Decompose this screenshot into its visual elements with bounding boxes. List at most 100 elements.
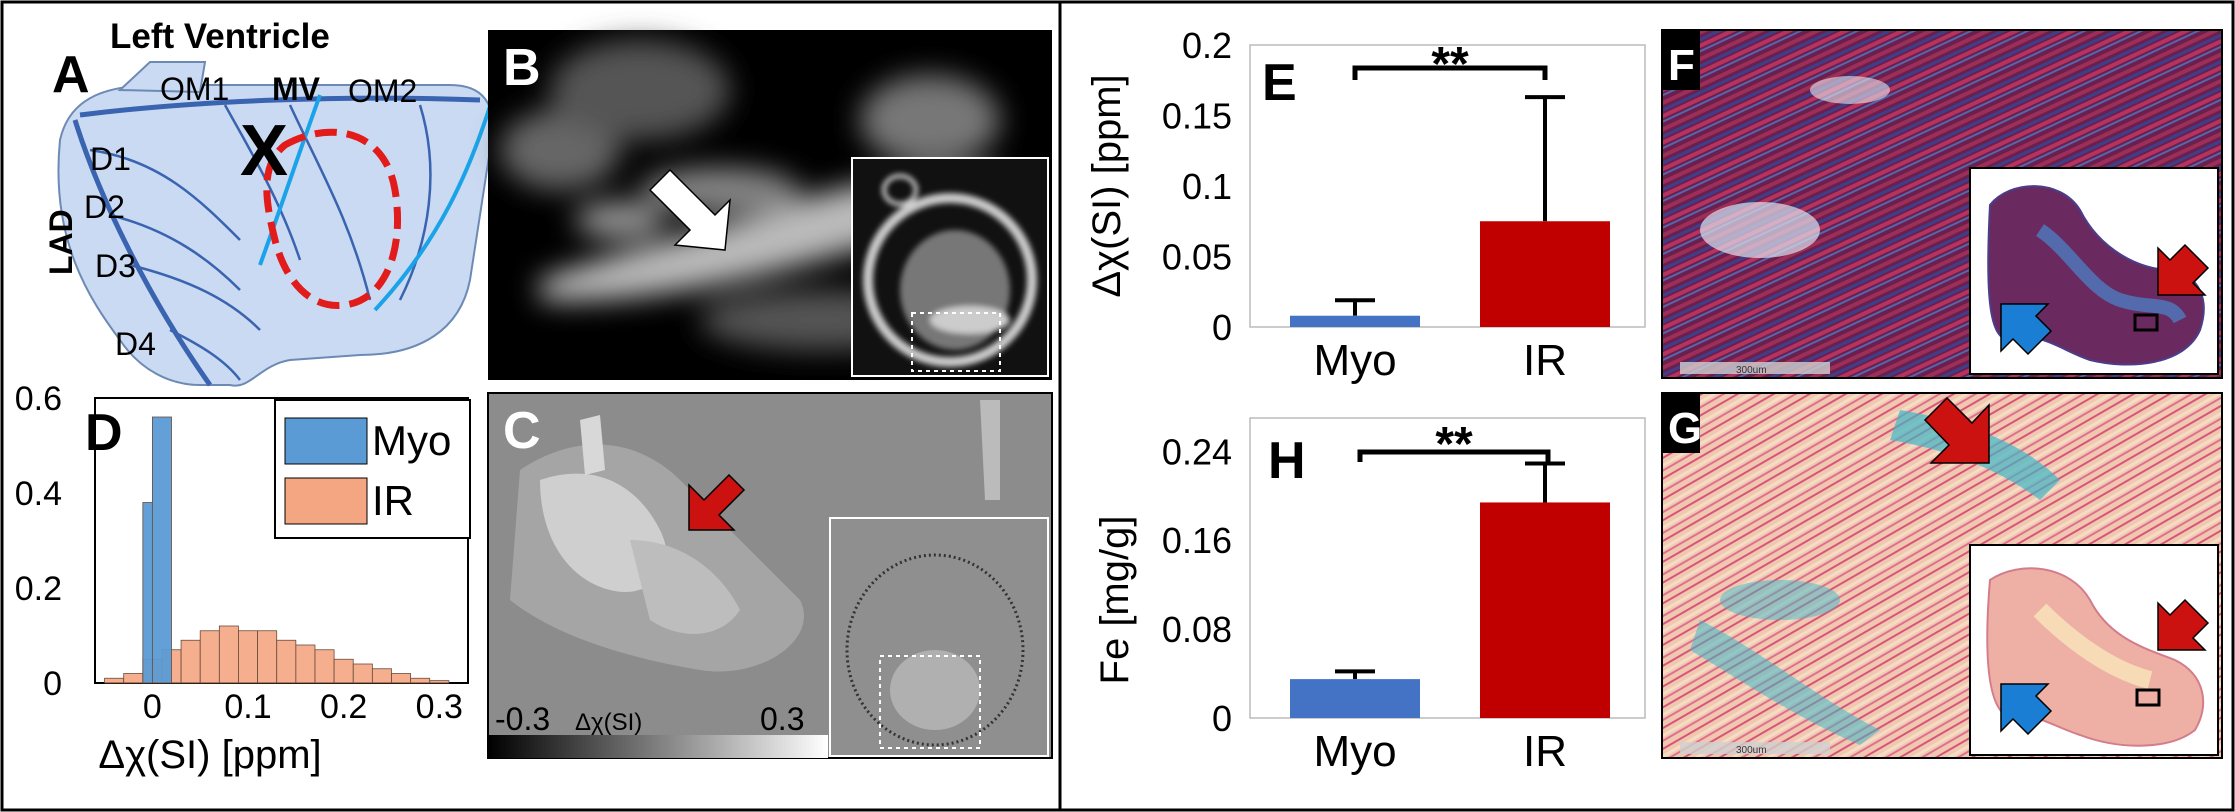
- red-arrow-f: [2157, 243, 2210, 296]
- panel-letter-g: G: [1668, 404, 1702, 453]
- chart-d-ytick: 0.4: [15, 475, 62, 513]
- colorbar: [488, 735, 828, 758]
- chart-h-significance-bracket: [1357, 449, 1551, 462]
- panel-f: F 300um: [1661, 29, 2223, 379]
- panel-g: G 300um: [1661, 392, 2223, 759]
- hist-bar-ir-0: [104, 677, 125, 684]
- chart-h-ytick: 0: [1212, 698, 1232, 739]
- chart-h: 0 0.08 0.16 0.24 Myo IR Fe [mg/g] ** H: [1093, 417, 1646, 776]
- chart-h-significance: **: [1435, 418, 1473, 471]
- hist-bar-ir-5: [199, 630, 220, 684]
- chart-e-ytick: 0.15: [1162, 96, 1232, 137]
- hist-bar-ir-11: [314, 649, 335, 684]
- branch-d1: [89, 148, 241, 241]
- label-x-occlusion: X: [240, 111, 288, 191]
- label-om1: OM1: [160, 71, 229, 107]
- chart-e-significance-bracket: [1352, 65, 1548, 80]
- hist-bar-ir-6: [218, 625, 239, 684]
- legend-label-ir: IR: [372, 477, 414, 524]
- panel-f-inset-roi: [2133, 313, 2159, 332]
- branch-b: [288, 104, 372, 301]
- hist-bar-ir-1: [123, 673, 144, 684]
- hist-bar-ir-9: [276, 639, 297, 684]
- panel-c-inset-roi: [879, 655, 981, 749]
- colorbar-label: Δχ(SI): [575, 709, 642, 736]
- chart-e-axes: [1249, 44, 1646, 328]
- category-label-ir: IR: [1523, 336, 1567, 385]
- chart-d-xtick: 0.2: [320, 688, 367, 726]
- panel-a: A Left Ventricle OM1 MV OM2 X D1 D2 D3 D…: [43, 17, 494, 387]
- chart-h-ytick: 0.16: [1162, 520, 1232, 561]
- chart-d-ytick: 0: [43, 665, 62, 703]
- blue-arrow-f: [2000, 303, 2053, 356]
- label-lad: LAD: [43, 209, 79, 275]
- chart-h-ytick: 0.08: [1162, 609, 1232, 650]
- hist-bar-ir-16: [410, 677, 431, 684]
- panel-b-inset-roi: [911, 312, 1001, 372]
- chart-e-ytick: 0: [1212, 307, 1232, 348]
- chart-h-ylabel: Fe [mg/g]: [1093, 516, 1137, 685]
- lad-artery: [72, 119, 213, 387]
- chart-d-ytick: 0.2: [15, 570, 62, 608]
- label-d1: D1: [90, 141, 131, 177]
- hist-bar-ir-12: [333, 658, 354, 684]
- chart-e-ytick: 0.05: [1162, 237, 1232, 278]
- chart-h-ytick: 0.24: [1162, 431, 1232, 472]
- panel-letter-d: D: [85, 404, 123, 462]
- panel-a-title: Left Ventricle: [110, 17, 330, 56]
- panel-letter-c: C: [503, 402, 541, 460]
- red-arrow-c: [688, 473, 746, 531]
- panel-letter-a: A: [52, 46, 90, 104]
- chart-d: 0 0.1 0.2 0.3 0 0.2 0.4 0.6 Δχ(SI) [ppm] Myo IR…: [15, 380, 471, 777]
- chart-d-xtick: 0.3: [416, 688, 463, 726]
- branch-d3: [129, 263, 261, 331]
- chart-d-xtick: 0: [143, 688, 162, 726]
- category-label-myo: Myo: [1313, 336, 1396, 385]
- red-arrow-g: [1923, 396, 1990, 464]
- hist-bar-ir-8: [257, 630, 278, 684]
- label-d3: D3: [95, 248, 136, 284]
- panel-c: -0.3 Δχ(SI) 0.3 C: [487, 392, 1053, 759]
- hist-bar-ir-13: [352, 663, 373, 684]
- bar-myo: [1290, 315, 1420, 327]
- chart-d-xtick: 0.1: [224, 688, 271, 726]
- white-arrow: [648, 168, 731, 251]
- red-arrow-g-inset: [2157, 598, 2210, 651]
- category-label-myo: Myo: [1313, 727, 1396, 776]
- legend-swatch-ir: [284, 477, 368, 525]
- legend-swatch-myo: [284, 417, 368, 465]
- colorbar-min: -0.3: [495, 701, 550, 737]
- hist-bar-ir-4: [180, 639, 201, 684]
- panel-letter-f: F: [1668, 41, 1695, 90]
- panel-letter-h: H: [1268, 432, 1306, 490]
- chart-h-axes: [1249, 417, 1646, 719]
- bar-myo: [1290, 679, 1420, 718]
- label-om2: OM2: [348, 73, 417, 109]
- label-mv: MV: [272, 71, 321, 107]
- label-d2: D2: [84, 189, 125, 225]
- chart-e-ylabel: Δχ(SI) [ppm]: [1085, 74, 1129, 297]
- panel-g-scalebar: 300um: [1736, 745, 1767, 756]
- hist-bar-ir-7: [238, 630, 258, 684]
- hist-bar-myo-1: [151, 416, 172, 684]
- category-label-ir: IR: [1523, 727, 1567, 776]
- chart-d-ytick: 0.6: [15, 380, 62, 418]
- bar-ir: [1480, 221, 1610, 327]
- hist-bar-ir-17: [429, 680, 450, 684]
- branch-d2: [109, 213, 241, 291]
- hist-bar-ir-10: [295, 644, 316, 684]
- om2-vessel: [373, 99, 494, 312]
- chart-e: 0 0.05 0.1 0.15 0.2 Myo IR Δχ(SI) [ppm] ** E: [1085, 25, 1646, 385]
- chart-e-ytick: 0.2: [1182, 25, 1232, 66]
- panel-f-scalebar: 300um: [1736, 365, 1767, 376]
- om1-vessel: [258, 94, 322, 266]
- circumflex-artery: [79, 95, 481, 118]
- blue-arrow-g: [2000, 683, 2053, 736]
- panel-letter-b: B: [503, 39, 541, 97]
- branch-c: [398, 104, 432, 301]
- hist-bar-ir-14: [371, 668, 392, 684]
- panel-b: B: [488, 30, 1052, 380]
- legend-label-myo: Myo: [372, 417, 451, 464]
